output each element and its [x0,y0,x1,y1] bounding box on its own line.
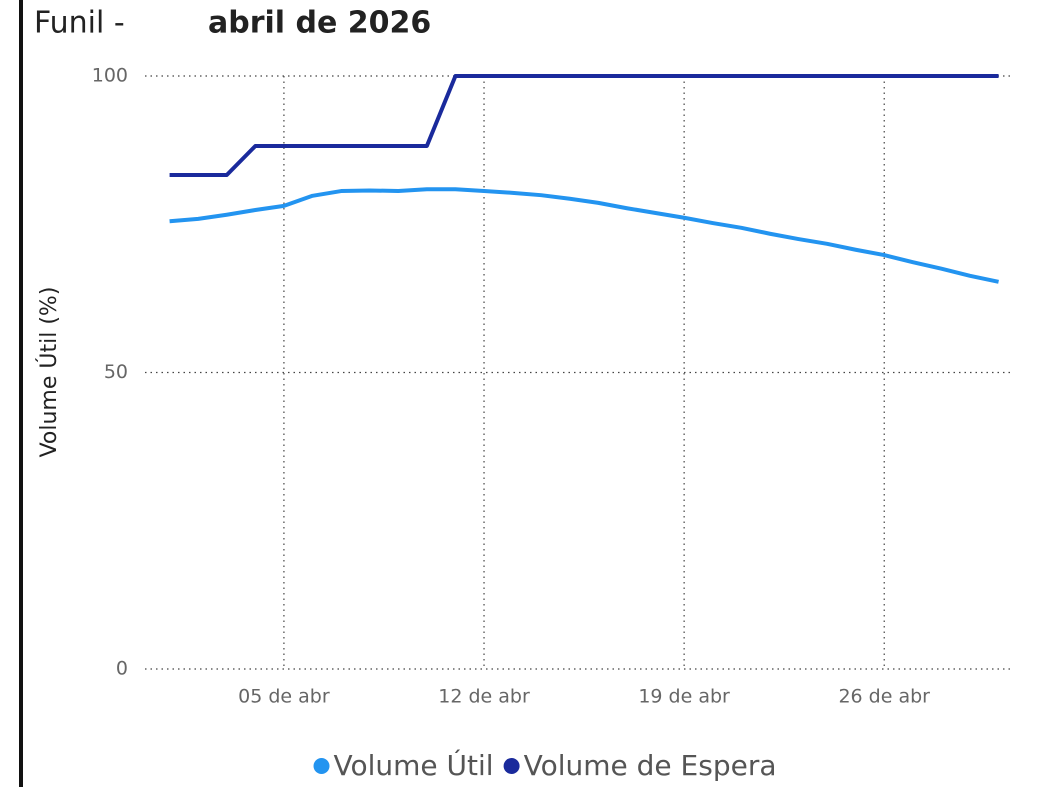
chart-title: Funil - [34,6,125,41]
y-axis-label: Volume Útil (%) [36,287,62,458]
left-border [19,0,23,787]
x-tick-label: 19 de abr [638,686,730,708]
legend-marker [313,758,330,774]
x-tick-label: 12 de abr [438,686,530,708]
x-tick-label: 05 de abr [238,686,330,708]
legend-label: Volume de Espera [524,749,777,782]
legend-label: Volume Útil [334,748,494,782]
y-tick-label: 100 [92,65,128,87]
y-tick-label: 0 [116,658,128,680]
series-line [169,74,999,178]
chart-subtitle: abril de 2026 [208,6,431,41]
series-line [169,187,999,284]
x-tick-label: 26 de abr [838,686,930,708]
legend-marker [503,758,520,774]
y-tick-label: 50 [104,361,128,383]
